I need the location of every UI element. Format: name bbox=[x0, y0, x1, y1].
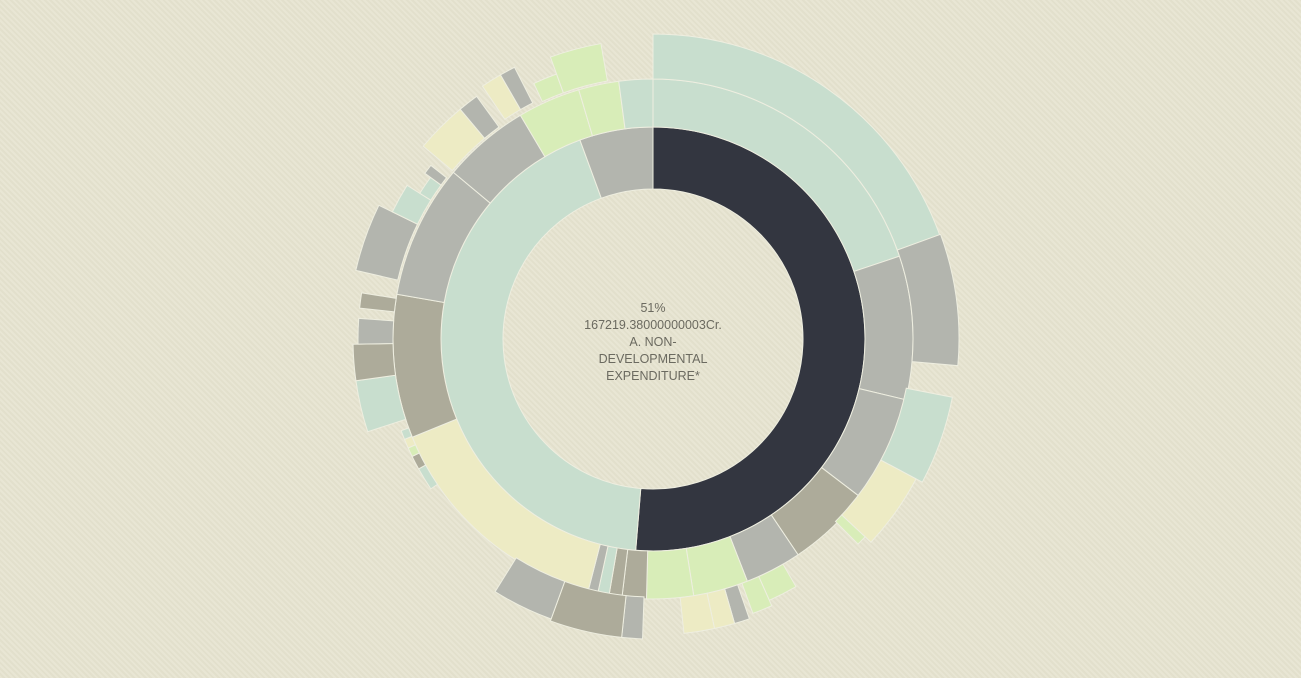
middle-ring-segment-7[interactable] bbox=[645, 547, 695, 600]
outer-ring-segment-32[interactable] bbox=[549, 42, 609, 94]
tooltip-name-line1: A. NON- bbox=[629, 335, 677, 349]
outer-ring-segment-22[interactable] bbox=[359, 292, 397, 313]
outer-ring-segment-20[interactable] bbox=[352, 343, 397, 382]
center-tooltip: 51% 167219.38000000003Cr. A. NON- DEVELO… bbox=[553, 300, 753, 385]
outer-ring-segment-26[interactable] bbox=[424, 164, 448, 186]
middle-ring-segment-18[interactable] bbox=[618, 78, 654, 130]
tooltip-name-line2: DEVELOPMENTAL bbox=[598, 352, 708, 366]
outer-ring-segment-2[interactable] bbox=[896, 233, 960, 367]
tooltip-name-line3: EXPENDITURE* bbox=[606, 369, 700, 383]
outer-ring-segment-13[interactable] bbox=[494, 557, 566, 620]
outer-ring-segment-5[interactable] bbox=[834, 514, 866, 545]
tooltip-percent: 51% bbox=[640, 301, 666, 315]
outer-ring-segment-30[interactable] bbox=[499, 66, 534, 111]
outer-ring-segment-21[interactable] bbox=[357, 317, 395, 345]
tooltip-amount: 167219.38000000003Cr. bbox=[584, 318, 722, 332]
outer-ring-segment-18[interactable] bbox=[400, 427, 413, 441]
outer-ring-segment-10[interactable] bbox=[679, 592, 716, 634]
outer-ring-segment-7[interactable] bbox=[741, 575, 773, 615]
outer-ring-segment-28[interactable] bbox=[459, 95, 500, 140]
